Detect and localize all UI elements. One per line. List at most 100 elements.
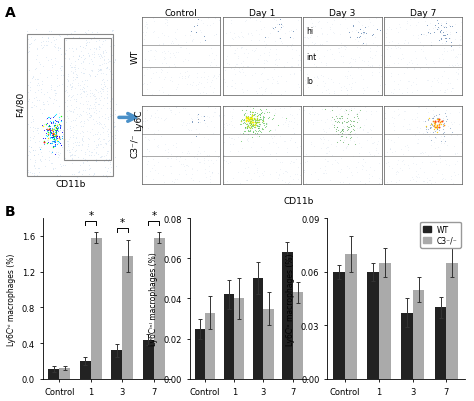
- Point: [339, 59, 347, 66]
- Point: [381, 17, 389, 24]
- Point: [183, 121, 191, 127]
- Point: [447, 89, 455, 95]
- Point: [286, 174, 293, 180]
- Point: [346, 166, 353, 172]
- Point: [78, 60, 85, 67]
- Point: [369, 23, 377, 29]
- Point: [209, 160, 217, 166]
- Point: [213, 62, 220, 69]
- Point: [89, 105, 97, 112]
- Point: [422, 127, 430, 133]
- Point: [100, 56, 108, 63]
- Point: [417, 65, 424, 72]
- Point: [56, 172, 64, 179]
- Point: [28, 99, 36, 106]
- Point: [64, 89, 71, 96]
- Point: [189, 38, 196, 45]
- Point: [336, 169, 344, 176]
- Point: [51, 123, 59, 130]
- Point: [281, 168, 288, 174]
- Point: [427, 126, 435, 132]
- Point: [84, 117, 92, 124]
- Point: [318, 26, 325, 32]
- Point: [255, 125, 262, 132]
- Point: [436, 120, 443, 126]
- Point: [97, 82, 105, 89]
- Point: [81, 57, 88, 63]
- Point: [57, 64, 64, 71]
- Point: [90, 116, 97, 122]
- Point: [442, 35, 449, 42]
- Point: [335, 92, 342, 99]
- Point: [453, 132, 461, 138]
- Point: [192, 133, 200, 140]
- Point: [143, 20, 150, 26]
- Point: [328, 77, 335, 83]
- Point: [430, 76, 438, 82]
- Point: [416, 166, 424, 172]
- Point: [52, 129, 60, 136]
- Point: [65, 57, 73, 63]
- Point: [58, 81, 65, 88]
- Point: [260, 24, 268, 31]
- Point: [439, 116, 447, 122]
- Point: [201, 69, 208, 75]
- Point: [193, 22, 201, 28]
- Point: [250, 125, 258, 131]
- Point: [108, 112, 116, 119]
- Point: [164, 92, 172, 98]
- Point: [434, 25, 442, 31]
- Point: [74, 66, 82, 72]
- Point: [363, 109, 370, 115]
- Point: [159, 67, 166, 74]
- Point: [32, 148, 39, 154]
- Point: [106, 59, 114, 65]
- Point: [154, 35, 162, 41]
- Point: [74, 83, 82, 89]
- Point: [346, 132, 354, 139]
- Point: [394, 56, 401, 63]
- Point: [250, 116, 257, 122]
- Bar: [64, 39, 111, 161]
- Point: [244, 123, 252, 130]
- Point: [105, 156, 113, 163]
- Point: [278, 159, 286, 166]
- Point: [199, 113, 207, 119]
- Point: [243, 138, 251, 144]
- Point: [447, 65, 454, 71]
- Point: [31, 160, 38, 166]
- Point: [72, 58, 79, 65]
- Point: [342, 134, 350, 140]
- Point: [96, 56, 103, 63]
- Point: [287, 35, 294, 41]
- Point: [411, 132, 419, 139]
- Point: [249, 62, 257, 68]
- Point: [246, 108, 254, 115]
- Point: [249, 124, 256, 130]
- Point: [45, 124, 52, 130]
- Point: [399, 55, 407, 62]
- Point: [323, 48, 330, 54]
- Point: [450, 170, 458, 176]
- Point: [53, 134, 60, 140]
- Point: [53, 127, 61, 134]
- Point: [353, 111, 361, 118]
- Point: [219, 133, 227, 139]
- Point: [234, 135, 242, 141]
- Point: [359, 163, 366, 170]
- Point: [46, 128, 54, 134]
- Point: [101, 116, 109, 122]
- Point: [433, 27, 441, 33]
- Point: [256, 129, 264, 135]
- Point: [415, 130, 423, 136]
- Point: [286, 181, 293, 188]
- Point: [70, 107, 78, 113]
- Point: [251, 161, 259, 168]
- Point: [424, 180, 431, 186]
- Point: [313, 33, 321, 40]
- Point: [447, 47, 455, 54]
- Point: [98, 113, 106, 120]
- Point: [265, 109, 273, 115]
- Point: [366, 55, 374, 61]
- Point: [71, 68, 79, 75]
